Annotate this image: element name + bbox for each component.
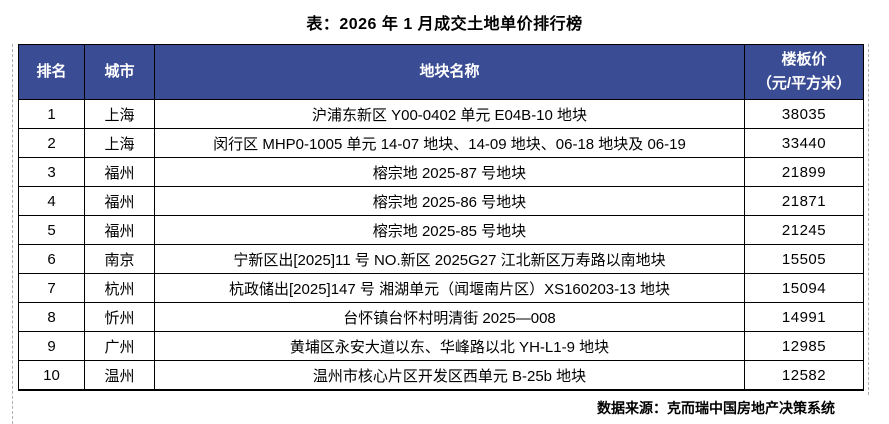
- table-row: 3 福州 榕宗地 2025-87 号地块 21899: [18, 157, 864, 187]
- price-cell: 12582: [744, 360, 864, 391]
- price-cell: 21899: [744, 157, 864, 187]
- rank-cell: 6: [18, 244, 85, 274]
- price-cell: 21245: [744, 215, 864, 245]
- rank-cell: 7: [18, 273, 85, 303]
- header-parcel: 地块名称: [154, 44, 745, 100]
- table-body: 1 上海 沪浦东新区 Y00-0402 单元 E04B-10 地块 38035 …: [18, 99, 864, 391]
- city-cell: 广州: [84, 331, 155, 361]
- rank-cell: 10: [18, 360, 85, 391]
- page-title: 表：2026 年 1 月成交土地单价排行榜: [306, 16, 583, 33]
- price-cell: 14991: [744, 302, 864, 332]
- city-cell: 杭州: [84, 273, 155, 303]
- price-cell: 33440: [744, 128, 864, 158]
- city-cell: 南京: [84, 244, 155, 274]
- city-cell: 福州: [84, 215, 155, 245]
- table-row: 1 上海 沪浦东新区 Y00-0402 单元 E04B-10 地块 38035: [18, 99, 864, 129]
- price-cell: 15505: [744, 244, 864, 274]
- table-row: 7 杭州 杭政储出[2025]147 号 湘湖单元（闻堰南片区）XS160203…: [18, 273, 864, 303]
- price-cell: 21871: [744, 186, 864, 216]
- parcel-name-cell: 榕宗地 2025-85 号地块: [154, 215, 745, 245]
- table-row: 10 温州 温州市核心片区开发区西单元 B-25b 地块 12582: [18, 360, 864, 391]
- data-source-note: 数据来源：克而瑞中国房地产决策系统: [597, 400, 835, 416]
- parcel-name-cell: 榕宗地 2025-86 号地块: [154, 186, 745, 216]
- header-row: 排名 城市 地块名称 楼板价 （元/平方米）: [18, 44, 864, 100]
- table-row: 2 上海 闵行区 MHP0-1005 单元 14-07 地块、14-09 地块、…: [18, 128, 864, 158]
- city-cell: 福州: [84, 186, 155, 216]
- parcel-name-cell: 榕宗地 2025-87 号地块: [154, 157, 745, 187]
- rank-cell: 1: [18, 99, 85, 129]
- parcel-name-cell: 台怀镇台怀村明清街 2025—008: [154, 302, 745, 332]
- city-cell: 忻州: [84, 302, 155, 332]
- parcel-name-cell: 黄埔区永安大道以东、华峰路以北 YH-L1-9 地块: [154, 331, 745, 361]
- rank-cell: 2: [18, 128, 85, 158]
- rank-cell: 5: [18, 215, 85, 245]
- header-rank: 排名: [18, 44, 85, 100]
- city-cell: 温州: [84, 360, 155, 391]
- rank-cell: 4: [18, 186, 85, 216]
- rank-cell: 8: [18, 302, 85, 332]
- table-row: 5 福州 榕宗地 2025-85 号地块 21245: [18, 215, 864, 245]
- parcel-name-cell: 沪浦东新区 Y00-0402 单元 E04B-10 地块: [154, 99, 745, 129]
- header-price-line1: 楼板价: [781, 51, 827, 68]
- land-price-ranking-table: 排名 城市 地块名称 楼板价 （元/平方米） 1 上海 沪浦东新区 Y00-04…: [18, 44, 864, 391]
- city-cell: 福州: [84, 157, 155, 187]
- rank-cell: 9: [18, 331, 85, 361]
- city-cell: 上海: [84, 99, 155, 129]
- print-boundary-right: [868, 44, 869, 395]
- parcel-name-cell: 杭政储出[2025]147 号 湘湖单元（闻堰南片区）XS160203-13 地…: [154, 273, 745, 303]
- print-boundary-left: [12, 44, 13, 424]
- table-row: 8 忻州 台怀镇台怀村明清街 2025—008 14991: [18, 302, 864, 332]
- price-cell: 12985: [744, 331, 864, 361]
- parcel-name-cell: 宁新区出[2025]11 号 NO.新区 2025G27 江北新区万寿路以南地块: [154, 244, 745, 274]
- rank-cell: 3: [18, 157, 85, 187]
- price-cell: 38035: [744, 99, 864, 129]
- table-row: 9 广州 黄埔区永安大道以东、华峰路以北 YH-L1-9 地块 12985: [18, 331, 864, 361]
- header-city: 城市: [84, 44, 155, 100]
- header-price: 楼板价 （元/平方米）: [744, 44, 864, 100]
- city-cell: 上海: [84, 128, 155, 158]
- table-header: 排名 城市 地块名称 楼板价 （元/平方米）: [18, 44, 864, 100]
- price-cell: 15094: [744, 273, 864, 303]
- table-row: 4 福州 榕宗地 2025-86 号地块 21871: [18, 186, 864, 216]
- parcel-name-cell: 温州市核心片区开发区西单元 B-25b 地块: [154, 360, 745, 391]
- parcel-name-cell: 闵行区 MHP0-1005 单元 14-07 地块、14-09 地块、06-18…: [154, 128, 745, 158]
- header-price-line2: （元/平方米）: [756, 75, 852, 92]
- table-row: 6 南京 宁新区出[2025]11 号 NO.新区 2025G27 江北新区万寿…: [18, 244, 864, 274]
